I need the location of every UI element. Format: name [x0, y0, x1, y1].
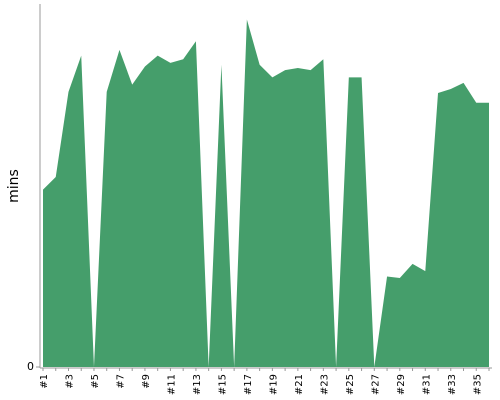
x-tick-label: #11 — [166, 374, 177, 395]
x-tick-label: #33 — [447, 374, 458, 395]
x-tick-label: #25 — [345, 374, 356, 395]
area — [43, 19, 489, 367]
x-tick-label: #3 — [64, 374, 75, 389]
y-axis-label: mins — [6, 169, 22, 203]
x-tick-label: #21 — [294, 374, 305, 395]
x-tick-label: #23 — [319, 374, 330, 395]
x-tick-label: #31 — [421, 374, 432, 395]
x-tick-label: #19 — [268, 374, 279, 395]
x-tick-label: #35 — [472, 374, 483, 395]
x-tick-label: #13 — [192, 374, 203, 395]
y-tick-label: 0 — [27, 360, 34, 373]
x-tick-label: #15 — [217, 374, 228, 395]
x-tick-label: #27 — [370, 374, 381, 395]
x-tick-label: #17 — [243, 374, 254, 395]
x-tick-label: #5 — [90, 374, 101, 389]
x-tick-label: #7 — [115, 374, 126, 389]
x-tick-label: #9 — [141, 374, 152, 389]
x-tick-label: #1 — [39, 374, 50, 389]
x-tick-label: #29 — [396, 374, 407, 395]
